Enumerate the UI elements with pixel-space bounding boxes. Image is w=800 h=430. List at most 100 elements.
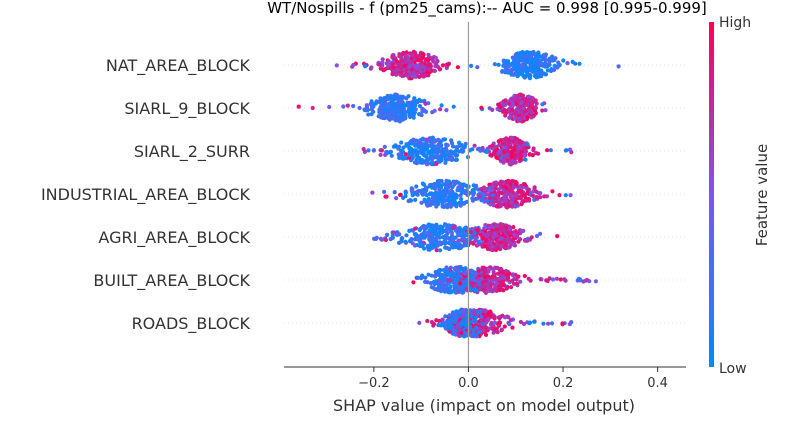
data-point xyxy=(310,105,315,111)
data-point xyxy=(407,145,412,150)
data-point xyxy=(430,139,435,144)
data-point xyxy=(371,109,376,114)
data-point xyxy=(456,233,461,238)
data-point xyxy=(411,112,416,117)
data-point xyxy=(554,276,560,281)
data-point xyxy=(490,184,495,189)
feature-beeswarm xyxy=(296,92,548,124)
data-point xyxy=(476,276,482,282)
data-point xyxy=(402,63,407,68)
colorbar-title: Feature value xyxy=(753,144,771,246)
data-point xyxy=(482,287,487,292)
data-point xyxy=(459,197,464,202)
data-point xyxy=(457,327,462,332)
data-point xyxy=(448,203,453,208)
data-point xyxy=(529,235,534,240)
data-point xyxy=(366,112,371,117)
data-point xyxy=(327,104,332,110)
data-point xyxy=(441,149,446,154)
data-point xyxy=(509,285,514,290)
data-point xyxy=(453,267,458,272)
feature-beeswarm xyxy=(370,178,573,210)
data-point xyxy=(417,140,423,145)
data-point xyxy=(425,145,430,150)
data-point xyxy=(397,100,402,105)
data-point xyxy=(341,104,346,109)
data-point xyxy=(547,62,552,67)
data-point xyxy=(520,50,525,55)
data-point xyxy=(524,50,530,55)
data-point xyxy=(389,153,394,158)
data-point xyxy=(409,188,414,193)
data-point xyxy=(414,71,419,76)
data-point xyxy=(516,118,522,123)
data-point xyxy=(446,324,451,329)
data-point xyxy=(499,327,504,332)
data-point xyxy=(420,158,425,163)
data-point xyxy=(519,71,524,77)
data-point xyxy=(416,275,421,280)
data-point xyxy=(428,191,433,196)
data-point xyxy=(501,283,506,288)
data-point xyxy=(510,272,516,277)
data-point xyxy=(366,148,371,153)
data-point xyxy=(562,277,567,282)
data-point xyxy=(510,196,515,201)
data-point xyxy=(377,107,382,112)
data-point xyxy=(472,278,477,283)
data-point xyxy=(440,225,445,230)
data-point xyxy=(567,147,573,152)
data-point xyxy=(527,320,533,325)
data-point xyxy=(534,101,539,106)
data-point xyxy=(509,200,514,205)
data-point xyxy=(401,145,406,150)
data-point xyxy=(406,94,411,99)
data-point xyxy=(567,322,573,327)
data-point xyxy=(525,102,530,108)
data-point xyxy=(505,68,510,73)
data-point xyxy=(593,279,599,284)
data-point xyxy=(474,183,479,188)
data-point xyxy=(558,277,563,282)
feature-beeswarm xyxy=(417,307,574,339)
data-point xyxy=(439,155,444,160)
data-point xyxy=(537,59,542,64)
data-point xyxy=(507,101,512,106)
data-point xyxy=(417,74,422,79)
x-axis-label: SHAP value (impact on model output) xyxy=(333,396,635,415)
data-point xyxy=(434,236,439,241)
data-point xyxy=(457,200,462,205)
data-point xyxy=(517,146,522,151)
data-point xyxy=(514,193,519,198)
data-point xyxy=(503,138,508,143)
data-point xyxy=(396,146,401,151)
data-point xyxy=(514,60,519,65)
data-point xyxy=(438,107,443,112)
data-point xyxy=(489,322,494,327)
data-point xyxy=(420,181,425,186)
data-point xyxy=(556,64,561,69)
data-point xyxy=(576,276,581,281)
data-point xyxy=(503,98,508,103)
data-point xyxy=(362,107,367,113)
data-point xyxy=(543,53,548,59)
data-point xyxy=(410,74,415,79)
data-point xyxy=(525,142,530,147)
data-point xyxy=(364,103,369,108)
data-point xyxy=(440,317,445,322)
data-point xyxy=(511,225,516,230)
data-point xyxy=(427,247,432,252)
data-point xyxy=(447,313,452,318)
data-point xyxy=(476,330,481,335)
data-point xyxy=(412,55,417,60)
data-point xyxy=(399,55,404,60)
data-point xyxy=(421,190,426,195)
data-point xyxy=(530,69,536,74)
data-point xyxy=(415,189,420,194)
data-point xyxy=(509,150,515,155)
feature-rows: NAT_AREA_BLOCK SIARL_9_BLOCK SIARL_2_SURR I… xyxy=(41,56,686,334)
data-point xyxy=(496,197,502,202)
data-point xyxy=(397,63,402,68)
data-point xyxy=(433,279,438,284)
data-point xyxy=(433,192,438,197)
